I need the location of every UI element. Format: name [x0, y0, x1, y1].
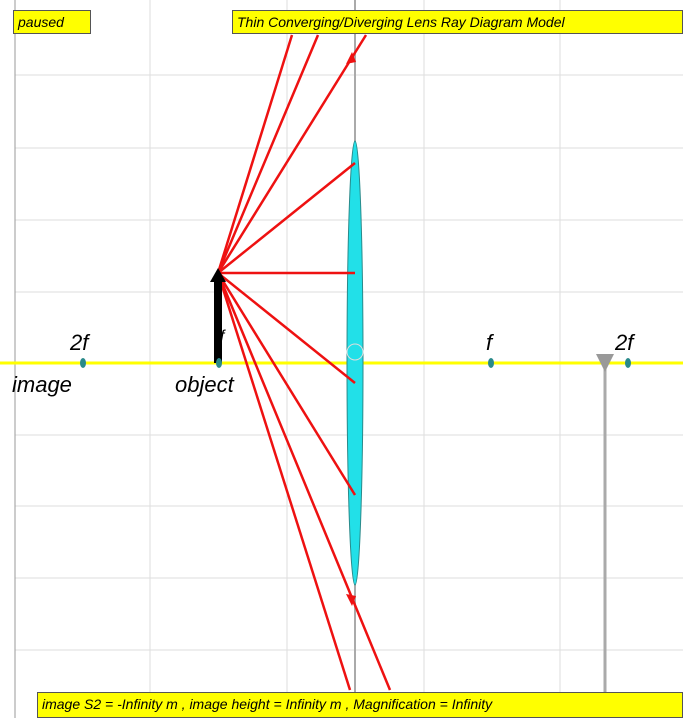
image-label: image — [12, 372, 72, 397]
lens-handle[interactable] — [346, 343, 364, 361]
screen-marker[interactable] — [596, 354, 614, 372]
object-arrow[interactable] — [214, 280, 222, 363]
focal-label: f — [220, 328, 225, 345]
lens[interactable] — [346, 140, 364, 586]
focal-label: 2f — [615, 330, 634, 355]
title: Thin Converging/Diverging Lens Ray Diagr… — [232, 10, 683, 34]
focal-label: f — [486, 330, 493, 355]
footer-readout: image S2 = -Infinity m , image height = … — [37, 692, 683, 718]
focal-label: 2f — [70, 330, 89, 355]
rays — [216, 34, 392, 691]
ray-arrow — [346, 594, 356, 606]
object-label: object — [175, 372, 234, 397]
object-arrow-head — [210, 268, 226, 282]
ray-arrow — [346, 52, 356, 64]
status[interactable]: paused — [13, 10, 91, 34]
focal-points — [80, 358, 631, 368]
